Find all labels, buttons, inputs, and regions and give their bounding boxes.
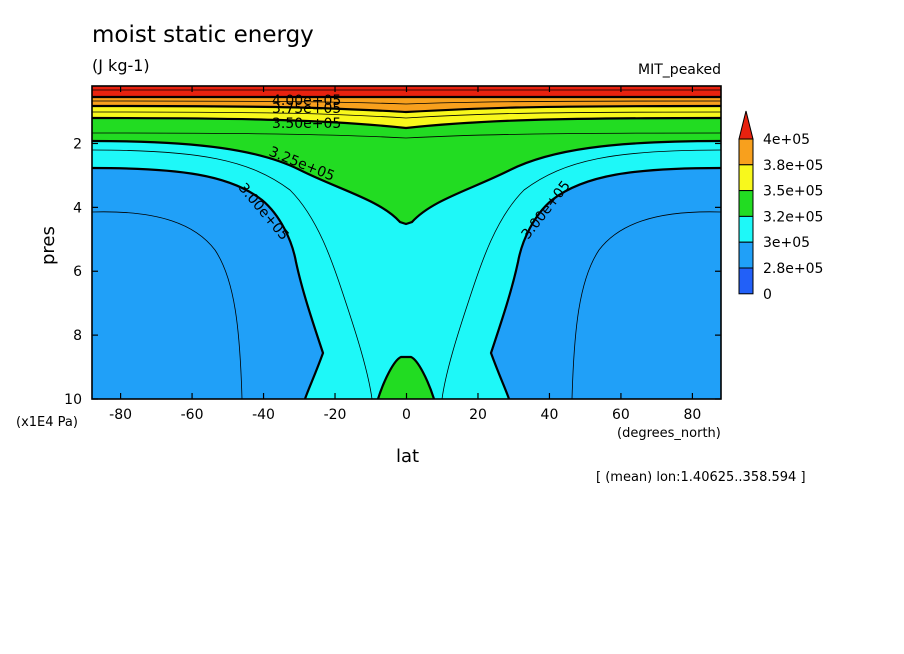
colorbar-label: 3.8e+05 — [763, 158, 823, 174]
y-tick-label: 2 — [73, 136, 82, 152]
colorbar-swatch — [738, 190, 754, 217]
colorbar-arrow — [738, 110, 754, 140]
colorbar-swatch — [738, 138, 754, 166]
chart-title: moist static energy — [92, 22, 314, 48]
colorbar-label: 4e+05 — [763, 132, 810, 148]
contour-label: 3.50e+05 — [272, 116, 341, 132]
y-tick-label: 6 — [73, 264, 82, 280]
x-tick-label: 40 — [541, 407, 559, 423]
colorbar-swatch — [738, 267, 754, 295]
region-blue-right — [491, 168, 721, 399]
x-tick-label: 20 — [469, 407, 487, 423]
x-tick-label: -40 — [252, 407, 275, 423]
y-tick-label: 8 — [73, 328, 82, 344]
colorbar-label: 2.8e+05 — [763, 261, 823, 277]
chart-units: (J kg-1) — [92, 56, 150, 75]
x-tick-label: -80 — [109, 407, 132, 423]
x-axis-unit: (degrees_north) — [617, 426, 721, 441]
x-tick-label: 80 — [683, 407, 701, 423]
x-axis-label: lat — [396, 446, 420, 467]
region-blue-left — [92, 168, 323, 399]
colorbar-label: 0 — [763, 287, 772, 303]
footnote: [ (mean) lon:1.40625..358.594 ] — [596, 470, 806, 485]
colorbar-label: 3e+05 — [763, 235, 810, 251]
y-axis: 2 4 6 8 10 — [64, 136, 721, 408]
colorbar-swatch — [738, 241, 754, 269]
dataset-label: MIT_peaked — [638, 62, 721, 78]
x-tick-label: 0 — [402, 407, 411, 423]
contour-label: 3.75e+05 — [272, 101, 341, 117]
x-axis: -80 -60 -40 -20 0 20 40 60 80 — [109, 86, 701, 423]
colorbar-legend: 4e+05 3.8e+05 3.5e+05 3.2e+05 3e+05 2.8e+05 0 — [738, 110, 823, 303]
colorbar-label: 3.2e+05 — [763, 209, 823, 225]
y-tick-label: 4 — [73, 200, 82, 216]
contour-fills — [92, 86, 721, 399]
y-tick-label: 10 — [64, 392, 82, 408]
colorbar-label: 3.5e+05 — [763, 184, 823, 200]
colorbar-swatch — [738, 215, 754, 243]
x-tick-label: 60 — [612, 407, 630, 423]
colorbar-swatch — [738, 164, 754, 192]
x-tick-label: -20 — [324, 407, 347, 423]
y-axis-unit: (x1E4 Pa) — [16, 415, 78, 430]
y-axis-label: pres — [38, 226, 59, 265]
contour-label: 4.00e+05 — [272, 93, 341, 109]
x-tick-label: -60 — [181, 407, 204, 423]
